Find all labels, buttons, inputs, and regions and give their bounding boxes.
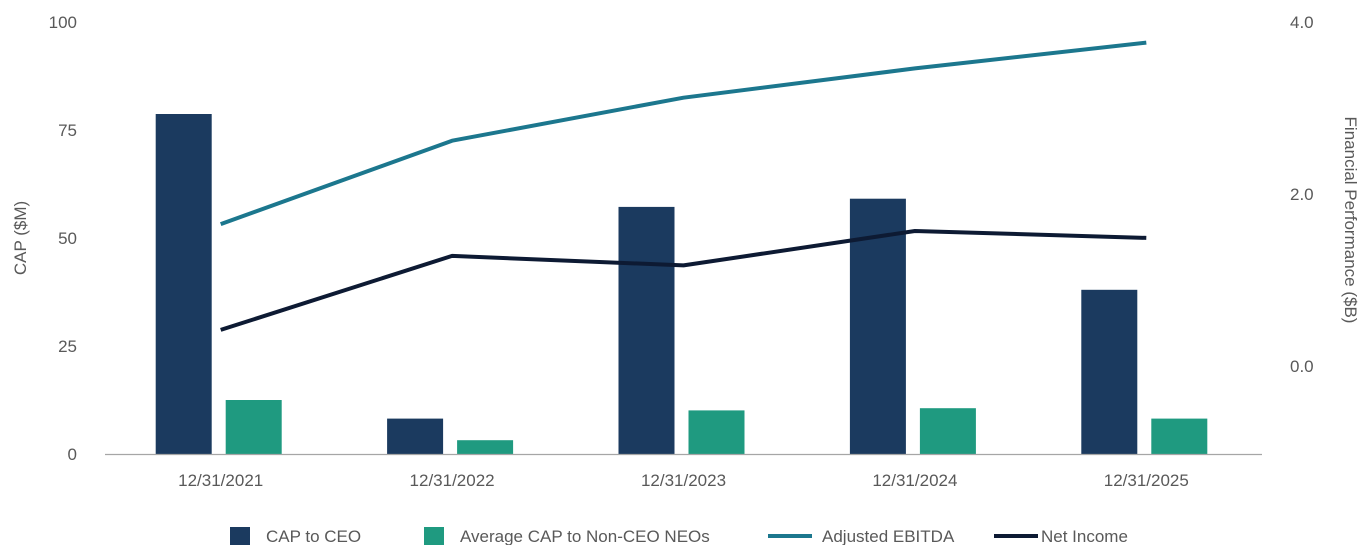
line-net-income xyxy=(220,229,1147,332)
bar-cap-to-ceo-2 xyxy=(618,206,675,454)
line-adjusted-ebitda xyxy=(220,40,1147,226)
x-tick-label: 12/31/2021 xyxy=(178,471,263,490)
x-tick-label: 12/31/2025 xyxy=(1104,471,1189,490)
left-tick-label: 100 xyxy=(49,13,77,32)
legend-label-adjusted-ebitda: Adjusted EBITDA xyxy=(822,527,955,545)
bar-average-cap-to-non-ceo-neos-3 xyxy=(919,408,976,454)
legend-label-average-cap-to-non-ceo-neos: Average CAP to Non-CEO NEOs xyxy=(460,527,710,545)
left-tick-label: 75 xyxy=(58,121,77,140)
x-tick-label: 12/31/2022 xyxy=(410,471,495,490)
x-axis-ticks: 12/31/2021 12/31/2022 12/31/2023 12/31/2024… xyxy=(178,471,1189,490)
lines-layer xyxy=(220,40,1147,332)
left-tick-label: 25 xyxy=(58,337,77,356)
bar-average-cap-to-non-ceo-neos-1 xyxy=(457,440,514,454)
bar-average-cap-to-non-ceo-neos-0 xyxy=(225,400,282,454)
left-tick-label: 50 xyxy=(58,229,77,248)
left-tick-label: 0 xyxy=(68,445,77,464)
right-tick-label: 2.0 xyxy=(1290,185,1314,204)
bars-layer xyxy=(155,114,1208,454)
left-axis-title: CAP ($M) xyxy=(11,201,30,275)
bar-cap-to-ceo-1 xyxy=(387,418,444,454)
bar-cap-to-ceo-0 xyxy=(155,114,212,454)
x-tick-label: 12/31/2024 xyxy=(872,471,957,490)
left-axis-ticks: 0 25 50 75 100 xyxy=(49,13,77,464)
right-tick-label: 0.0 xyxy=(1290,357,1314,376)
legend: CAP to CEO Average CAP to Non-CEO NEOs Adj… xyxy=(230,527,1128,545)
bar-average-cap-to-non-ceo-neos-2 xyxy=(688,410,745,454)
x-tick-label: 12/31/2023 xyxy=(641,471,726,490)
legend-label-net-income: Net Income xyxy=(1041,527,1128,545)
legend-swatch-cap-to-ceo xyxy=(230,527,250,545)
legend-label-cap-to-ceo: CAP to CEO xyxy=(266,527,361,545)
right-axis-title: Financial Performance ($B) xyxy=(1341,117,1359,324)
bar-average-cap-to-non-ceo-neos-4 xyxy=(1151,418,1208,454)
bar-cap-to-ceo-4 xyxy=(1081,289,1138,454)
right-axis-ticks: 0.0 2.0 4.0 xyxy=(1290,13,1314,376)
legend-swatch-average-cap-to-non-ceo-neos xyxy=(424,527,444,545)
right-tick-label: 4.0 xyxy=(1290,13,1314,32)
